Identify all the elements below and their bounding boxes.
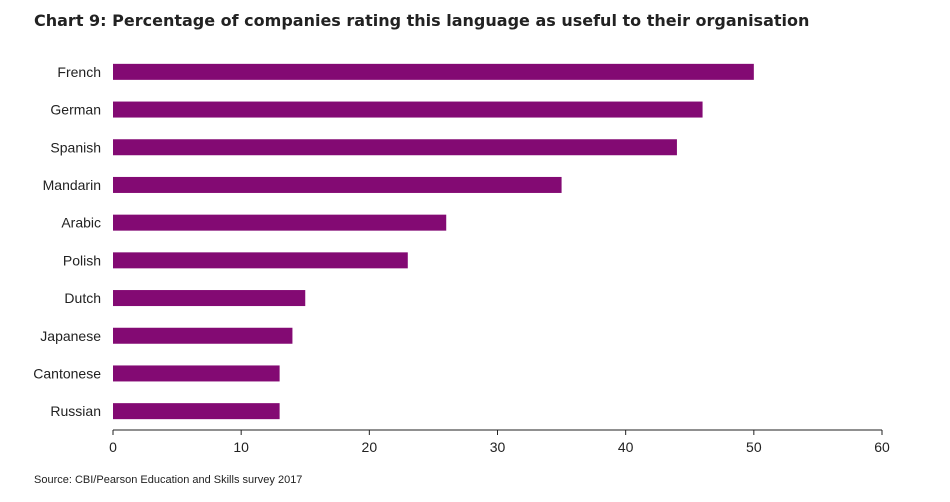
category-label: French [57,64,101,80]
category-label: Spanish [50,139,101,155]
category-label: Mandarin [43,177,101,193]
category-label: Dutch [64,290,101,306]
bar-chart: French German Spanish Mandarin Arabic Polish D… [33,63,890,455]
x-tick-label: 20 [362,439,378,455]
bar-french [113,63,754,80]
category-label: Japanese [40,328,101,344]
chart-title: Chart 9: Percentage of companies rating … [34,11,810,30]
bar-dutch [113,290,306,307]
x-tick-label: 40 [618,439,634,455]
x-tick-label: 60 [874,439,890,455]
bar-spanish [113,139,677,156]
x-tick-label: 30 [490,439,506,455]
category-label: Polish [63,252,101,268]
bar-russian [113,403,280,420]
category-label: Arabic [61,215,101,231]
bar-mandarin [113,176,562,193]
x-tick-label: 50 [746,439,762,455]
bar-german [113,101,703,118]
bar-arabic [113,214,447,231]
bar-polish [113,252,408,269]
category-label: Cantonese [33,365,101,381]
bar-cantonese [113,365,280,382]
x-tick-label: 10 [233,439,249,455]
category-label: Russian [50,403,101,419]
source-note: Source: CBI/Pearson Education and Skills… [34,474,303,486]
category-label: German [50,102,101,118]
bar-japanese [113,327,293,344]
x-tick-label: 0 [109,439,117,455]
